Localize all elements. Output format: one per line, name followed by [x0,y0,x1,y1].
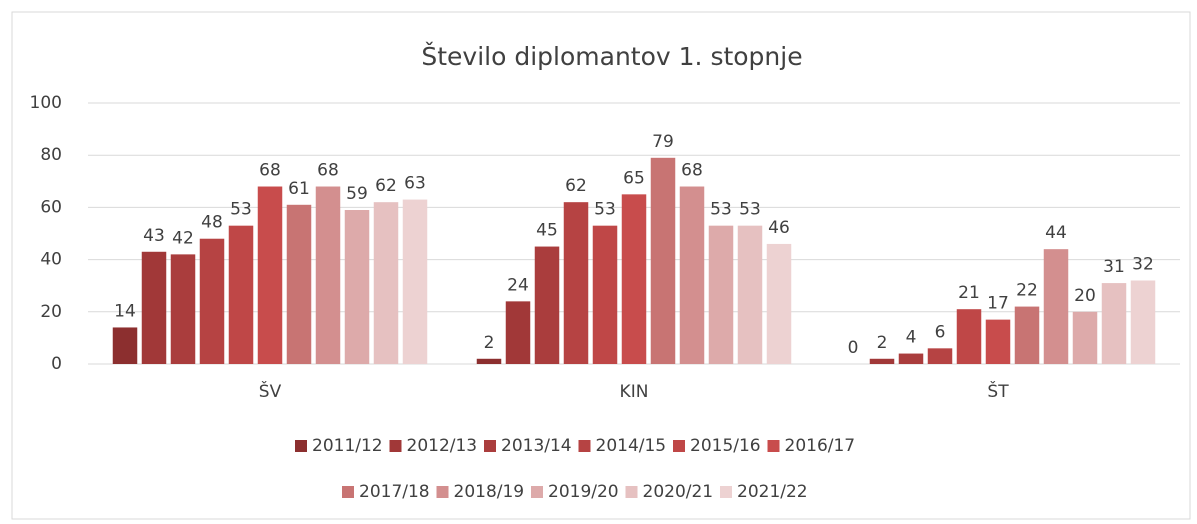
legend-swatch [342,486,354,498]
legend-swatch [436,486,449,498]
data-label: 53 [710,200,732,220]
data-label: 6 [935,322,946,342]
bar [402,199,428,364]
data-label: 31 [1103,257,1125,277]
data-label: 48 [201,213,223,233]
x-tick-label: KIN [620,382,649,402]
data-label: 46 [768,218,790,238]
data-label: 62 [375,176,397,196]
legend-label: 2020/21 [643,482,714,502]
bar [766,243,792,364]
y-tick-label: 60 [40,197,62,217]
data-label: 59 [346,184,368,204]
legend-label: 2011/12 [312,436,383,456]
bar [1130,280,1156,364]
legend-label: 2021/22 [737,482,808,502]
bar [621,194,647,364]
data-label: 2 [877,333,888,353]
bar [737,225,763,364]
legend-label: 2013/14 [501,436,572,456]
y-tick-label: 40 [40,250,62,270]
data-label: 20 [1074,286,1096,306]
legend-label: 2012/13 [407,436,478,456]
data-label: 53 [230,200,252,220]
bar [112,327,138,364]
bar [708,225,734,364]
bar [927,348,953,364]
legend-swatch [484,440,496,452]
bar [344,210,370,364]
bar [228,225,254,364]
data-label: 17 [987,294,1009,314]
bar [985,319,1011,364]
data-label: 24 [507,275,529,295]
data-label: 21 [958,283,980,303]
bar [592,225,618,364]
y-tick-label: 100 [30,93,62,113]
legend-swatch [625,486,638,498]
data-label: 0 [848,338,859,358]
legend-label: 2014/15 [596,436,667,456]
data-label: 44 [1045,223,1067,243]
legend-label: 2019/20 [548,482,619,502]
legend-label: 2016/17 [785,436,856,456]
bar [869,358,895,364]
bar [563,202,589,364]
y-tick-label: 80 [40,145,62,165]
bar [505,301,531,364]
bar [1014,306,1040,364]
data-label: 14 [114,301,136,321]
legend-swatch [389,440,402,452]
legend-swatch [578,440,591,452]
data-label: 68 [259,161,281,181]
legend-swatch [295,440,307,452]
y-tick-label: 20 [40,302,62,322]
legend-swatch [673,440,685,452]
data-label: 68 [681,161,703,181]
y-tick-label: 0 [51,354,62,374]
data-label: 61 [288,179,310,199]
bar [199,238,225,364]
bar [141,251,167,364]
legend-swatch [720,486,732,498]
legend-swatch [767,440,780,452]
data-label: 53 [739,200,761,220]
data-label: 63 [404,174,426,194]
data-label: 42 [172,228,194,248]
bar [679,186,705,364]
data-label: 22 [1016,281,1038,301]
data-label: 53 [594,200,616,220]
bar [1072,311,1098,364]
x-tick-label: ŠV [259,380,282,402]
data-label: 68 [317,161,339,181]
legend-label: 2017/18 [359,482,430,502]
bar [956,309,982,364]
bar [1043,249,1069,364]
bar [373,202,399,364]
chart-title: Število diplomantov 1. stopnje [421,41,802,71]
data-label: 45 [536,221,558,241]
bar [170,254,196,364]
data-label: 4 [906,328,917,348]
bar [534,246,560,364]
data-label: 43 [143,226,165,246]
legend-label: 2018/19 [454,482,525,502]
data-label: 62 [565,176,587,196]
legend-label: 2015/16 [690,436,761,456]
legend-swatch [531,486,543,498]
data-label: 65 [623,168,645,188]
bar [1101,283,1127,364]
data-label: 32 [1132,254,1154,274]
bar [315,186,341,364]
bar [476,358,502,364]
data-label: 79 [652,132,674,152]
bar [257,186,283,364]
bar [898,353,924,364]
data-label: 2 [484,333,495,353]
x-tick-label: ŠT [987,380,1009,402]
bar [650,157,676,364]
bar [286,204,312,364]
